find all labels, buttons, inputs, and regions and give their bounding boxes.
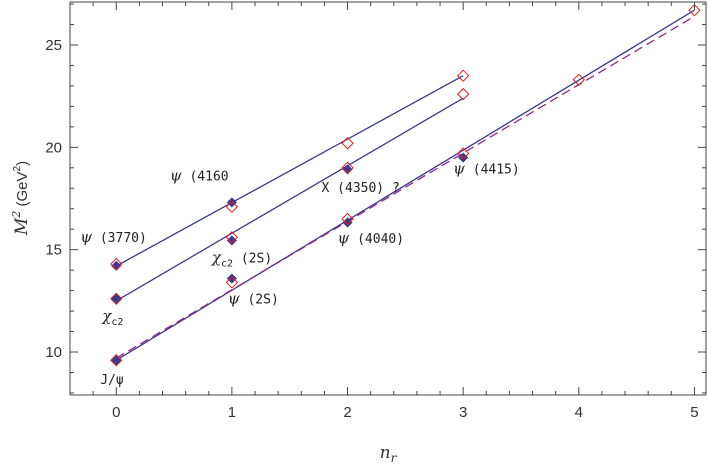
theoretical-point [110,257,123,271]
theoretical-point [225,200,239,213]
plot-frame [69,1,707,396]
y-tick-label: 20 [45,139,62,156]
theoretical-point [341,161,354,175]
x-tick-label: 3 [459,404,467,421]
trajectory-line-4 [115,97,464,302]
experimental-point [226,273,237,284]
state-label: ψ (4040) [338,229,405,247]
fit-lines [115,9,695,361]
y-tick-label: 10 [45,344,62,361]
x-tick-label: 0 [112,404,120,421]
y-axis-label: M2 (GeV2) [10,161,32,236]
state-label: X (4350) ? [322,181,400,196]
x-tick-label: 4 [575,404,583,421]
y-axis-label-superscript: 2 [10,211,23,219]
theoretical-point [572,73,586,86]
y-tick-label: 15 [45,242,62,259]
x-axis-label: nr [380,443,398,465]
theoretical-point [456,87,470,101]
theoretical-point [341,212,354,226]
x-tick-label: 2 [343,404,351,421]
experimental-point [226,197,237,208]
experimental-point [111,293,122,304]
state-annotations: ψ (3770) ψ (4160 χc2 (2S) X (4350) ? ψ (4415… [80,160,519,389]
data-points [110,3,701,367]
x-tick-label: 5 [690,404,698,421]
theoretical-point [225,276,239,289]
state-label: χc2 (2S) [211,248,272,269]
state-label: ψ (2S) [228,289,279,307]
axis-ticks: 0 1 2 3 4 5 10 15 20 25 [45,2,706,421]
y-tick-label: 25 [45,37,62,54]
experimental-point [342,164,353,175]
state-label: J/ψ [100,373,123,388]
theoretical-point [110,353,123,367]
experimental-point [226,235,237,246]
trajectory-line-3 [115,75,464,267]
trajectory-line-1 [115,9,695,361]
theoretical-point [456,147,470,160]
theoretical-point [341,137,354,150]
state-label: ψ (3770) [80,228,147,246]
experimental-point [111,260,122,271]
dashed-fit-line [115,15,695,359]
experimental-point [111,355,122,366]
state-label: ψ (4160 [170,167,229,185]
state-label: ψ (4415) [453,160,520,178]
x-axis-label-subscript: r [391,451,398,465]
state-label: χc2 [101,307,123,328]
theoretical-point [110,292,123,306]
theoretical-point [456,69,470,82]
x-tick-label: 1 [228,404,236,421]
y-axis-unit-superscript: 2 [12,165,23,171]
theoretical-point [225,231,239,244]
theoretical-point [688,3,701,17]
